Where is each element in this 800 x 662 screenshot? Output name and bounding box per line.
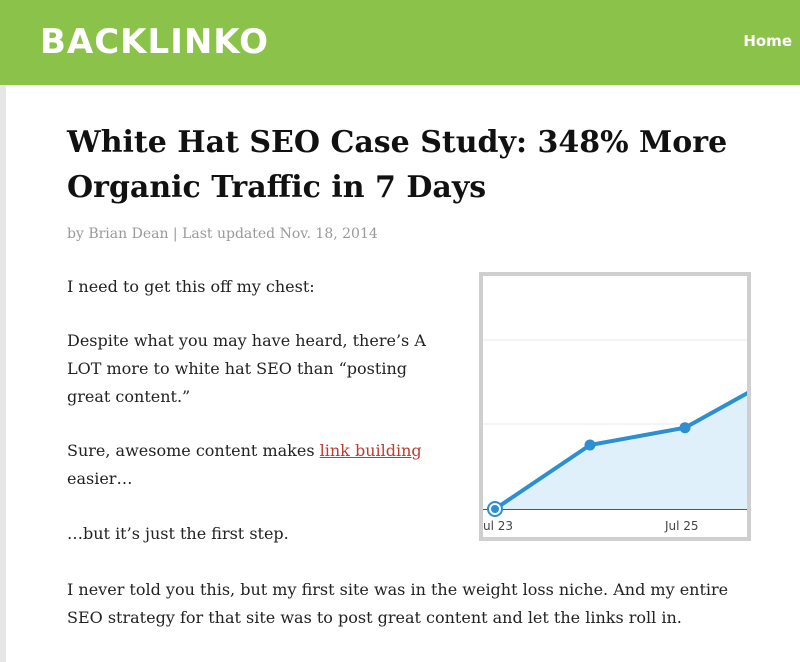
series-line: [493, 391, 747, 511]
link-building-link[interactable]: link building: [319, 441, 422, 460]
data-point-core-Jul 23: [491, 505, 499, 513]
article-byline: by Brian Dean | Last updated Nov. 18, 20…: [67, 226, 378, 242]
data-point-Jul 24: [584, 439, 596, 451]
nav-home-link[interactable]: Home: [743, 32, 792, 50]
x-tick-label-2: Jul 25: [664, 519, 699, 533]
paragraph-3: Sure, awesome content makes link buildin…: [67, 437, 457, 493]
site-logo[interactable]: BACKLINKO: [40, 20, 269, 64]
article-title: White Hat SEO Case Study: 348% More Orga…: [67, 125, 728, 205]
paragraph-5: I never told you this, but my first site…: [67, 580, 729, 627]
paragraph-4: …but it’s just the first step.: [67, 524, 289, 543]
paragraph-2: Despite what you may have heard, there’s…: [67, 331, 426, 406]
paragraph-1: I need to get this off my chest:: [67, 277, 315, 296]
left-rail: [0, 85, 6, 662]
traffic-chart: ul 23 Jul 25: [479, 272, 751, 541]
data-point-Jul 25: [679, 422, 691, 434]
series-area: [495, 393, 747, 509]
paragraph-3-text-after: easier…: [67, 469, 133, 488]
logo-text: BACKLINKO: [40, 22, 270, 62]
site-header: BACKLINKO Home: [0, 0, 800, 85]
x-tick-label-1: ul 23: [483, 519, 513, 533]
paragraph-3-text-before: Sure, awesome content makes: [67, 441, 320, 460]
traffic-chart-svg: ul 23 Jul 25: [483, 339, 747, 533]
